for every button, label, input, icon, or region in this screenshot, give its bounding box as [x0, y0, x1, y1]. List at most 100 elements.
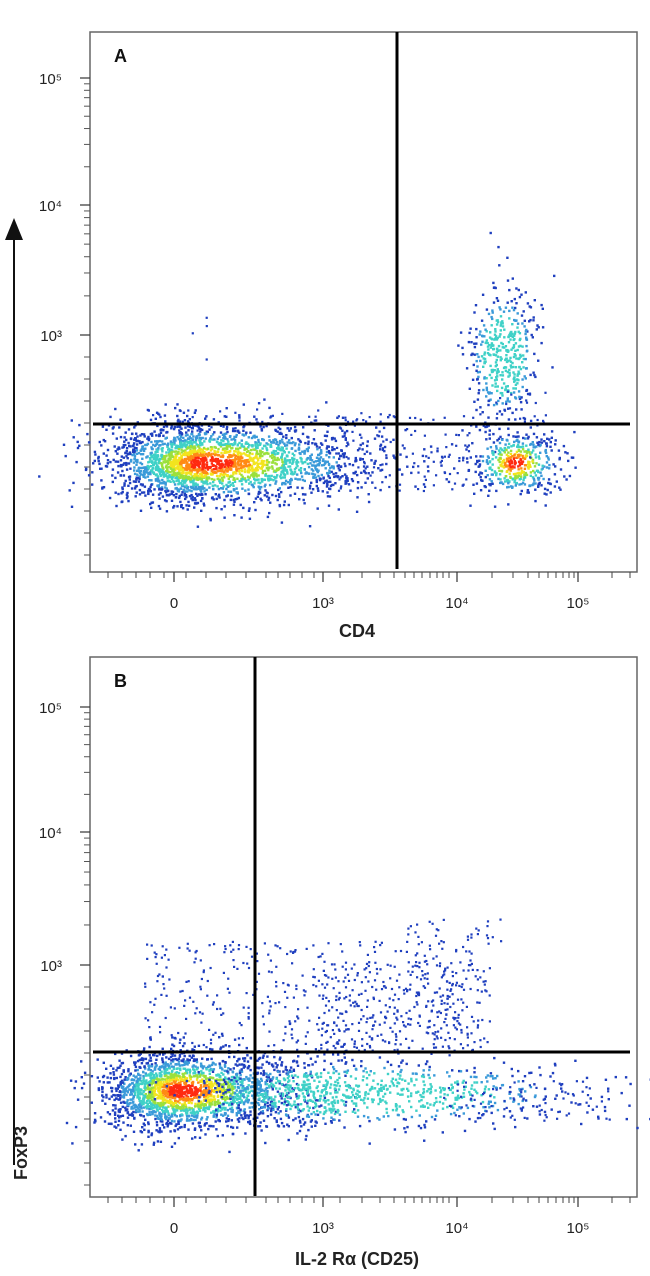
event-dot — [119, 1094, 122, 1097]
event-dot — [233, 443, 236, 446]
event-dot — [339, 476, 342, 479]
event-dot — [146, 455, 149, 458]
event-dot — [230, 1106, 234, 1109]
event-dot — [134, 485, 137, 488]
event-dot — [185, 1085, 188, 1088]
event-dot — [232, 465, 235, 468]
event-dot — [173, 467, 176, 470]
event-dot — [204, 1097, 207, 1100]
event-dot — [323, 1096, 327, 1099]
event-dot — [300, 471, 303, 475]
event-dot — [322, 463, 326, 467]
event-dot — [149, 1056, 152, 1059]
event-dot — [495, 297, 499, 300]
event-dot — [239, 456, 242, 459]
event-dot — [493, 505, 497, 508]
event-dot — [125, 438, 128, 442]
event-dot — [307, 472, 311, 475]
event-dot — [193, 453, 197, 456]
event-dot — [513, 453, 516, 457]
event-dot — [532, 446, 535, 449]
event-dot — [344, 482, 347, 485]
event-dot — [172, 479, 175, 483]
event-dot — [192, 477, 196, 481]
event-dot — [168, 1095, 171, 1098]
event-dot — [196, 1066, 199, 1069]
event-dot — [272, 451, 276, 454]
event-dot — [351, 463, 355, 467]
event-dot — [235, 487, 238, 490]
event-dot — [167, 1094, 170, 1097]
event-dot — [265, 447, 268, 450]
event-dot — [251, 452, 254, 456]
event-dot — [283, 500, 286, 503]
event-dot — [310, 459, 314, 462]
event-dot — [192, 482, 195, 485]
event-dot — [185, 467, 188, 470]
event-dot — [147, 1122, 150, 1126]
event-dot — [255, 475, 258, 478]
event-dot — [239, 459, 242, 463]
event-dot — [467, 468, 471, 472]
event-dot — [507, 390, 510, 393]
event-dot — [183, 449, 186, 452]
event-dot — [194, 485, 198, 488]
event-dot — [231, 461, 234, 464]
event-dot — [201, 449, 204, 452]
event-dot — [98, 462, 101, 466]
event-dot — [496, 385, 499, 388]
event-dot — [271, 465, 274, 468]
event-dot — [204, 447, 207, 451]
event-dot — [164, 1114, 167, 1117]
event-dot — [532, 469, 535, 473]
event-dot — [432, 484, 435, 487]
event-dot — [532, 432, 536, 436]
event-dot — [171, 469, 175, 472]
event-dot — [132, 1090, 135, 1093]
event-dot — [200, 472, 204, 476]
event-dot — [147, 1068, 150, 1071]
event-dot — [268, 466, 271, 469]
event-dot — [139, 483, 143, 486]
event-dot — [182, 1058, 185, 1061]
event-dot — [253, 477, 256, 481]
event-dot — [162, 1081, 165, 1084]
event-dot — [218, 475, 221, 478]
event-dot — [485, 377, 488, 380]
event-dot — [248, 456, 252, 459]
event-dot — [286, 441, 289, 444]
event-dot — [215, 474, 219, 478]
event-dot — [154, 457, 157, 461]
event-dot — [209, 482, 212, 485]
event-dot — [146, 442, 150, 446]
event-dot — [233, 463, 237, 466]
event-dot — [230, 443, 233, 446]
event-dot — [198, 447, 201, 450]
event-dot — [186, 455, 190, 458]
event-dot — [545, 442, 548, 445]
event-dot — [97, 457, 100, 460]
event-dot — [525, 336, 528, 339]
event-dot — [513, 332, 517, 335]
event-dot — [516, 438, 519, 441]
event-dot — [187, 429, 190, 432]
event-dot — [203, 455, 206, 459]
event-dot — [283, 442, 286, 445]
event-dot — [491, 449, 494, 453]
event-dot — [426, 465, 430, 468]
event-dot — [537, 443, 540, 446]
event-dot — [529, 456, 532, 459]
event-dot — [544, 451, 548, 455]
event-dot — [483, 353, 486, 356]
event-dot — [253, 471, 256, 474]
event-dot — [173, 504, 176, 508]
event-dot — [219, 455, 223, 458]
event-dot — [161, 462, 164, 465]
event-dot — [177, 446, 181, 449]
event-dot — [173, 1054, 177, 1057]
event-dot — [203, 440, 206, 443]
event-dot — [166, 462, 170, 466]
event-dot — [247, 478, 250, 481]
event-dot — [156, 448, 159, 451]
